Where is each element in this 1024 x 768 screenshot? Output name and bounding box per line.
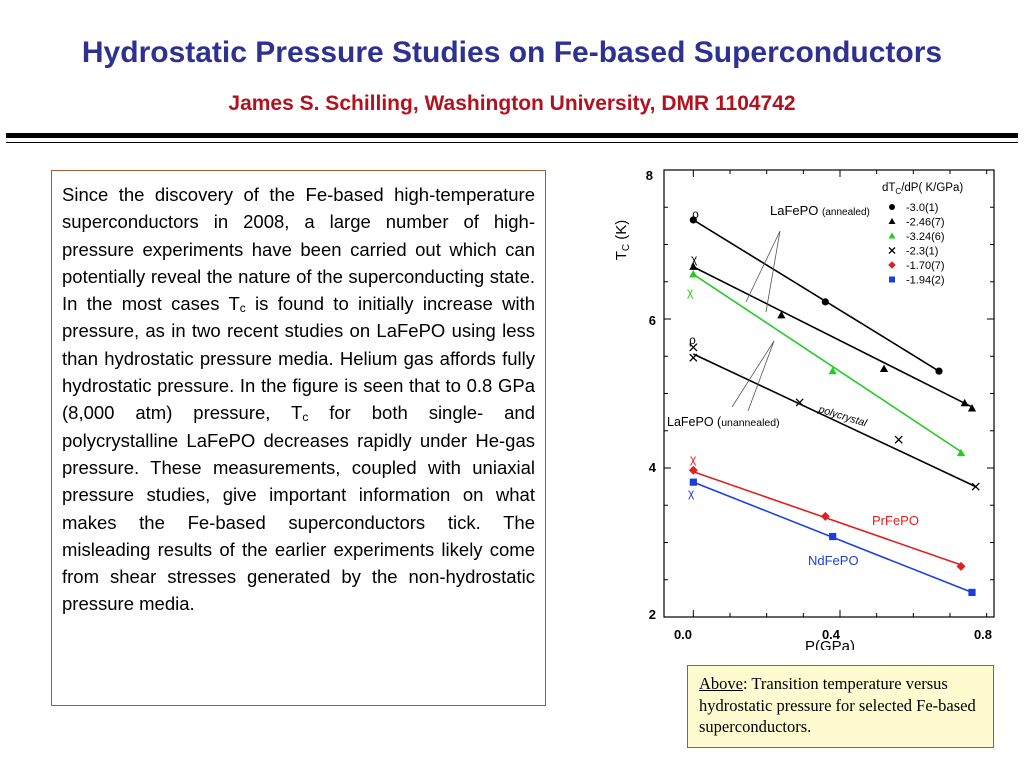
legend-entry-4: -1.70(7) <box>906 260 945 272</box>
body-text-subscript-2: c <box>302 410 309 425</box>
data-point-series-4 <box>688 465 698 475</box>
data-point-series-2 <box>689 269 698 278</box>
data-point-series-0 <box>935 367 943 375</box>
data-point-series-4 <box>956 561 966 571</box>
data-point-series-1 <box>960 398 969 407</box>
data-point-series-1 <box>879 364 889 372</box>
x-axis-label: P(GPa) <box>805 638 855 650</box>
body-text-part-3: for both single- and polycrystalline LaF… <box>62 402 535 615</box>
data-point-series-2 <box>956 448 966 457</box>
svg-text:dTC/dP( K/GPa): dTC/dP( K/GPa) <box>882 182 963 196</box>
label-prfepo: PrFePO <box>872 513 919 528</box>
annealed-pointer-1 <box>745 230 781 303</box>
caption-heading: Above <box>699 674 743 693</box>
legend-marker-5 <box>889 276 895 283</box>
tc-vs-pressure-chart: dTC/dP( K/GPa) -3.0(1) -2.46(7) -3.24(6) -2… <box>613 168 995 650</box>
divider-thick <box>6 133 1018 138</box>
data-point-series-1 <box>777 310 786 319</box>
legend-entry-5: -1.94(2) <box>906 275 945 287</box>
fit-line-series-1 <box>692 266 973 408</box>
label-rho-2: ρ <box>689 333 696 347</box>
y-axis-label: TC (K) <box>613 220 632 261</box>
label-chi-3: χ <box>690 452 697 466</box>
label-chi-2: χ <box>687 285 694 299</box>
label-chi-1: χ <box>691 252 698 266</box>
x-tick-label-2: 0.8 <box>974 627 992 642</box>
page-title: Hydrostatic Pressure Studies on Fe-based… <box>81 36 943 69</box>
data-point-series-0 <box>821 298 829 306</box>
annealed-pointer-2 <box>765 230 781 313</box>
label-rho-1: ρ <box>692 207 699 221</box>
data-point-series-3 <box>795 398 804 407</box>
y-tick-label-4: 4 <box>649 460 657 475</box>
legend-marker-0 <box>889 204 895 210</box>
data-point-series-3 <box>689 343 698 352</box>
legend-title-sub: C <box>895 187 901 196</box>
label-chi-4: χ <box>688 486 695 500</box>
fit-line-series-0 <box>692 219 940 372</box>
unannealed-pointer-1 <box>731 340 775 408</box>
legend-marker-1 <box>888 217 896 225</box>
legend-marker-2 <box>888 232 896 239</box>
data-point-series-3 <box>971 482 980 491</box>
page-subtitle: James S. Schilling, Washington Universit… <box>228 92 796 115</box>
legend-title-b: /dP( K/GPa) <box>901 182 963 194</box>
x-tick-label-1: 0.4 <box>822 627 841 642</box>
figure-caption-box: Above: Transition temperature versus hyd… <box>687 665 994 748</box>
data-point-series-1 <box>967 404 977 412</box>
legend-entry-3: -2.3(1) <box>906 246 938 258</box>
legend-entry-1: -2.46(7) <box>906 217 945 229</box>
body-text-part-2: is found to initially increase with pres… <box>62 293 535 424</box>
data-point-series-3 <box>689 353 698 362</box>
y-tick-label-8: 8 <box>646 168 653 183</box>
data-point-series-0 <box>689 216 697 224</box>
body-text-part-1: Since the discovery of the Fe-based high… <box>62 184 535 315</box>
data-point-series-2 <box>828 366 837 375</box>
data-point-series-1 <box>689 262 698 270</box>
fit-line-series-3 <box>692 353 977 488</box>
legend-title-a: dT <box>882 182 895 194</box>
divider-thin <box>6 142 1018 143</box>
label-lafepo-annealed: LaFePO (annealed) <box>770 203 870 218</box>
legend-entry-0: -3.0(1) <box>906 202 938 214</box>
data-point-series-5 <box>968 588 976 597</box>
label-ndfepo: NdFePO <box>808 553 859 568</box>
label-polycrystal: polycrystal <box>816 403 869 429</box>
data-point-series-5 <box>689 478 697 486</box>
data-point-series-3 <box>894 435 903 444</box>
legend-marker-4 <box>888 261 896 269</box>
y-tick-label-6: 6 <box>649 313 656 328</box>
label-lafepo-unannealed: LaFePO (unannealed) <box>667 415 780 429</box>
caption-text: : Transition temperature versus hydrosta… <box>699 674 976 736</box>
unannealed-pointer-2 <box>747 340 775 412</box>
y-tick-label-2: 2 <box>649 607 656 622</box>
description-text-box: Since the discovery of the Fe-based high… <box>51 170 546 706</box>
data-point-series-5 <box>829 532 837 541</box>
legend-entry-2: -3.24(6) <box>906 231 945 243</box>
legend-marker-3 <box>888 247 896 254</box>
fit-line-series-2 <box>692 273 962 453</box>
x-tick-label-0: 0.0 <box>674 627 692 642</box>
body-text-subscript-1: c <box>239 301 246 316</box>
data-point-series-4 <box>820 511 830 521</box>
